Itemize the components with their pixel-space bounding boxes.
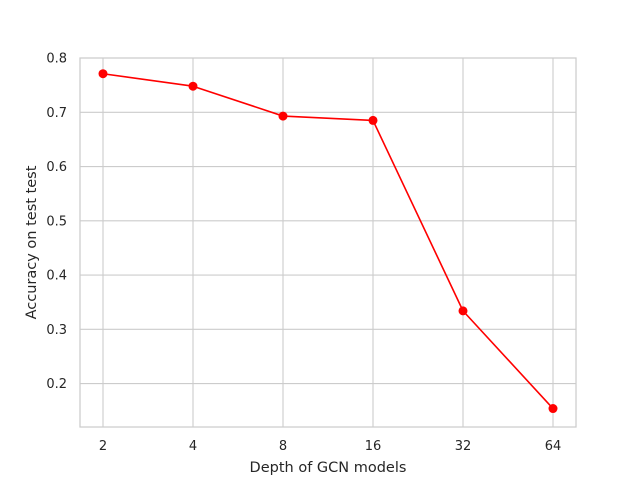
grid [80,57,576,427]
y-tick-label: 0.4 [46,269,67,284]
y-tick-label: 0.5 [46,214,67,229]
y-tick-label: 0.2 [46,377,67,392]
y-axis-ticks: 0.2 0.3 0.4 0.5 0.6 0.7 0.8 [46,52,67,393]
data-point-marker [98,69,108,79]
x-tick-label: 8 [279,439,287,454]
y-tick-label: 0.6 [46,160,67,175]
x-axis-ticks: 2 4 8 16 32 64 [99,439,561,454]
y-tick-label: 0.8 [46,52,67,67]
data-point-marker [368,115,378,125]
data-point-marker [548,404,558,414]
series-group [98,69,558,414]
plot-area-frame [79,57,577,428]
data-point-marker [188,81,198,91]
data-point-marker [278,111,288,121]
x-tick-label: 2 [99,439,107,454]
x-axis-label: Depth of GCN models [250,460,407,476]
data-point-marker [458,306,468,316]
x-tick-label: 64 [545,439,562,454]
y-tick-label: 0.7 [46,106,67,121]
y-axis-label: Accuracy on test test [24,165,40,319]
x-tick-label: 4 [189,439,197,454]
x-tick-label: 16 [365,439,382,454]
y-tick-label: 0.3 [46,323,67,338]
series-line [102,72,554,410]
x-tick-label: 32 [455,439,472,454]
